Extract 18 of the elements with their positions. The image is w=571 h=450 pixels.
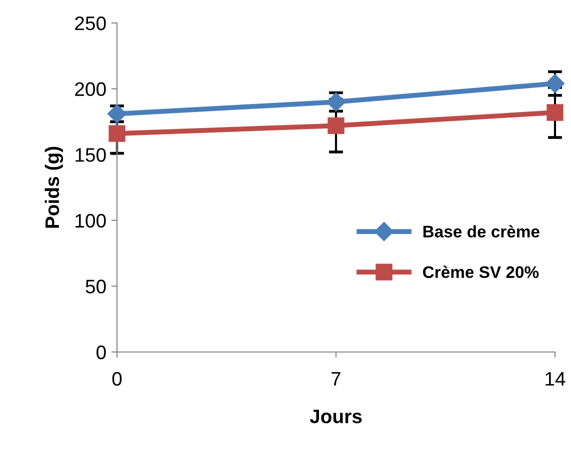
y-tick-label: 0 bbox=[96, 345, 106, 360]
point bbox=[107, 104, 127, 124]
y-tick-label: 50 bbox=[86, 280, 106, 294]
x-tick-label: 7 bbox=[332, 372, 340, 386]
legend-label: Crème SV 20% bbox=[423, 266, 539, 278]
y-axis-title: Poids (g) bbox=[44, 146, 64, 228]
y-tick-label: 150 bbox=[76, 148, 106, 162]
legend-label: Base de crème bbox=[423, 225, 540, 238]
y-tick-label: 250 bbox=[75, 16, 106, 30]
x-tick-label: 14 bbox=[546, 372, 566, 386]
point bbox=[108, 125, 126, 142]
x-axis-title: Jours bbox=[310, 410, 362, 424]
y-tick-label: 200 bbox=[75, 82, 106, 96]
point bbox=[328, 117, 344, 134]
point bbox=[546, 104, 564, 121]
point bbox=[545, 74, 565, 94]
x-tick-label: 0 bbox=[112, 372, 122, 386]
y-tick-label: 100 bbox=[76, 214, 106, 228]
